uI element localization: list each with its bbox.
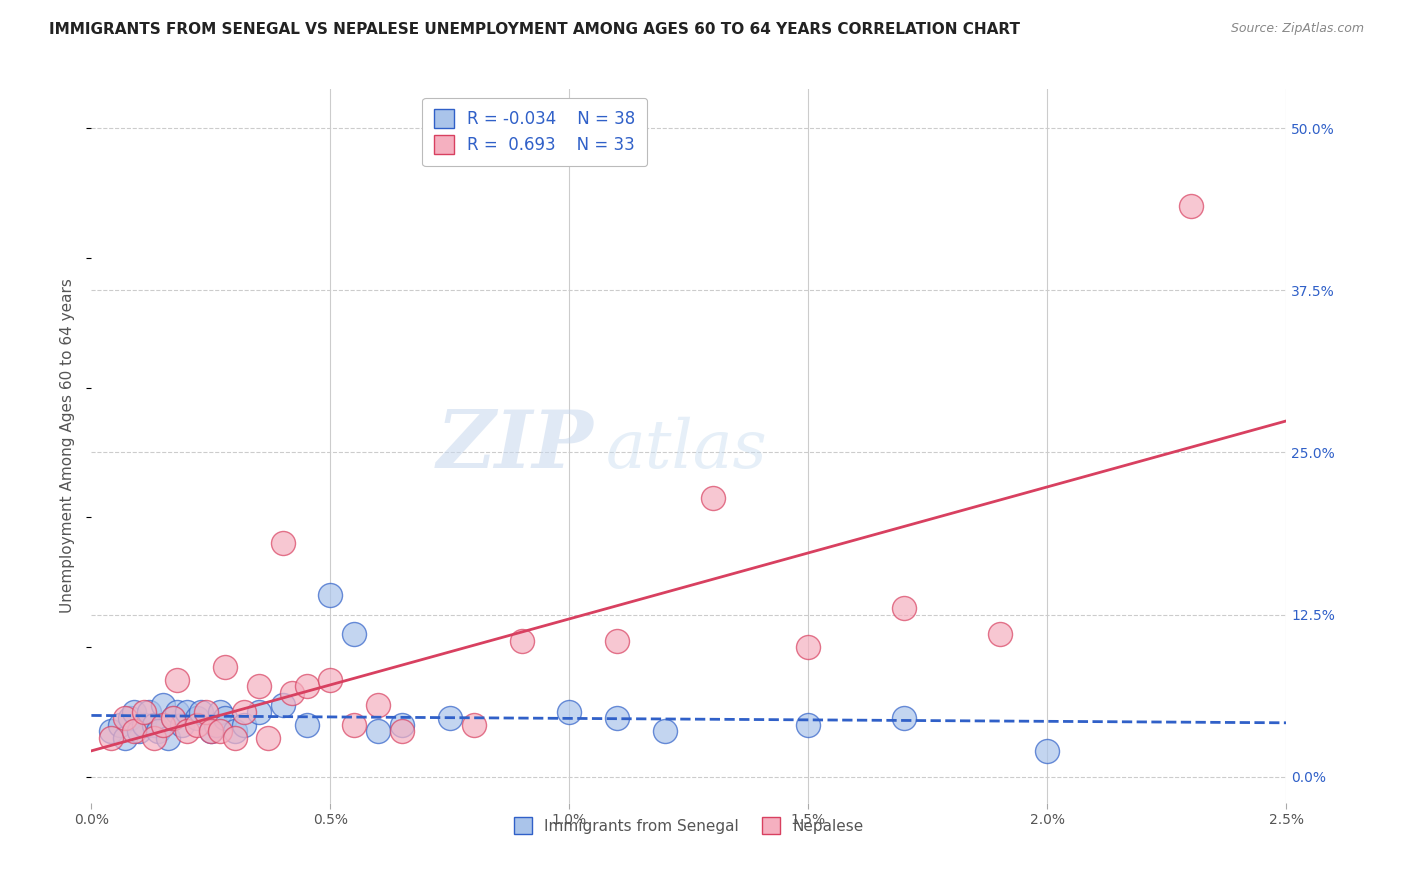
Point: [172, 718, 194, 732]
Text: IMMIGRANTS FROM SENEGAL VS NEPALESE UNEMPLOYMENT AMONG AGES 60 TO 64 YEARS CORRE: IMMIGRANTS FROM SENEGAL VS NEPALESE UNEM…: [49, 22, 1021, 37]
Point: [114, 711, 136, 725]
Point: [200, 724, 222, 739]
Point: [367, 724, 389, 739]
Point: [391, 718, 413, 732]
Text: atlas: atlas: [605, 417, 768, 483]
Text: ZIP: ZIP: [436, 408, 593, 484]
Point: [108, 718, 131, 732]
Point: [233, 718, 256, 732]
Point: [893, 711, 915, 725]
Point: [233, 705, 256, 719]
Point: [176, 705, 198, 719]
Point: [463, 718, 485, 732]
Point: [319, 588, 342, 602]
Point: [186, 718, 208, 732]
Point: [152, 698, 174, 713]
Point: [132, 705, 155, 719]
Point: [209, 724, 232, 739]
Point: [606, 711, 628, 725]
Point: [271, 536, 294, 550]
Point: [100, 724, 122, 739]
Point: [391, 724, 413, 739]
Point: [319, 673, 342, 687]
Point: [558, 705, 581, 719]
Text: Source: ZipAtlas.com: Source: ZipAtlas.com: [1230, 22, 1364, 36]
Point: [606, 633, 628, 648]
Point: [988, 627, 1011, 641]
Point: [247, 679, 270, 693]
Point: [138, 705, 160, 719]
Point: [162, 711, 184, 725]
Point: [204, 718, 226, 732]
Point: [166, 673, 188, 687]
Point: [367, 698, 389, 713]
Y-axis label: Unemployment Among Ages 60 to 64 years: Unemployment Among Ages 60 to 64 years: [60, 278, 76, 614]
Point: [190, 705, 212, 719]
Point: [797, 718, 820, 732]
Point: [118, 711, 141, 725]
Point: [152, 718, 174, 732]
Point: [271, 698, 294, 713]
Point: [142, 718, 165, 732]
Point: [295, 718, 318, 732]
Point: [1036, 744, 1059, 758]
Point: [214, 711, 236, 725]
Point: [797, 640, 820, 654]
Point: [124, 724, 146, 739]
Point: [281, 685, 304, 699]
Point: [224, 724, 246, 739]
Point: [166, 705, 188, 719]
Point: [148, 724, 170, 739]
Point: [124, 705, 146, 719]
Point: [209, 705, 232, 719]
Point: [510, 633, 533, 648]
Point: [128, 724, 150, 739]
Point: [1180, 199, 1202, 213]
Point: [162, 711, 184, 725]
Legend: Immigrants from Senegal, Nepalese: Immigrants from Senegal, Nepalese: [503, 806, 875, 845]
Point: [114, 731, 136, 745]
Point: [156, 731, 179, 745]
Point: [195, 705, 218, 719]
Point: [893, 601, 915, 615]
Point: [214, 659, 236, 673]
Point: [343, 718, 366, 732]
Point: [247, 705, 270, 719]
Point: [295, 679, 318, 693]
Point: [224, 731, 246, 745]
Point: [176, 724, 198, 739]
Point: [702, 491, 724, 505]
Point: [186, 711, 208, 725]
Point: [343, 627, 366, 641]
Point: [132, 718, 155, 732]
Point: [100, 731, 122, 745]
Point: [142, 731, 165, 745]
Point: [439, 711, 461, 725]
Point: [257, 731, 280, 745]
Point: [200, 724, 222, 739]
Point: [654, 724, 676, 739]
